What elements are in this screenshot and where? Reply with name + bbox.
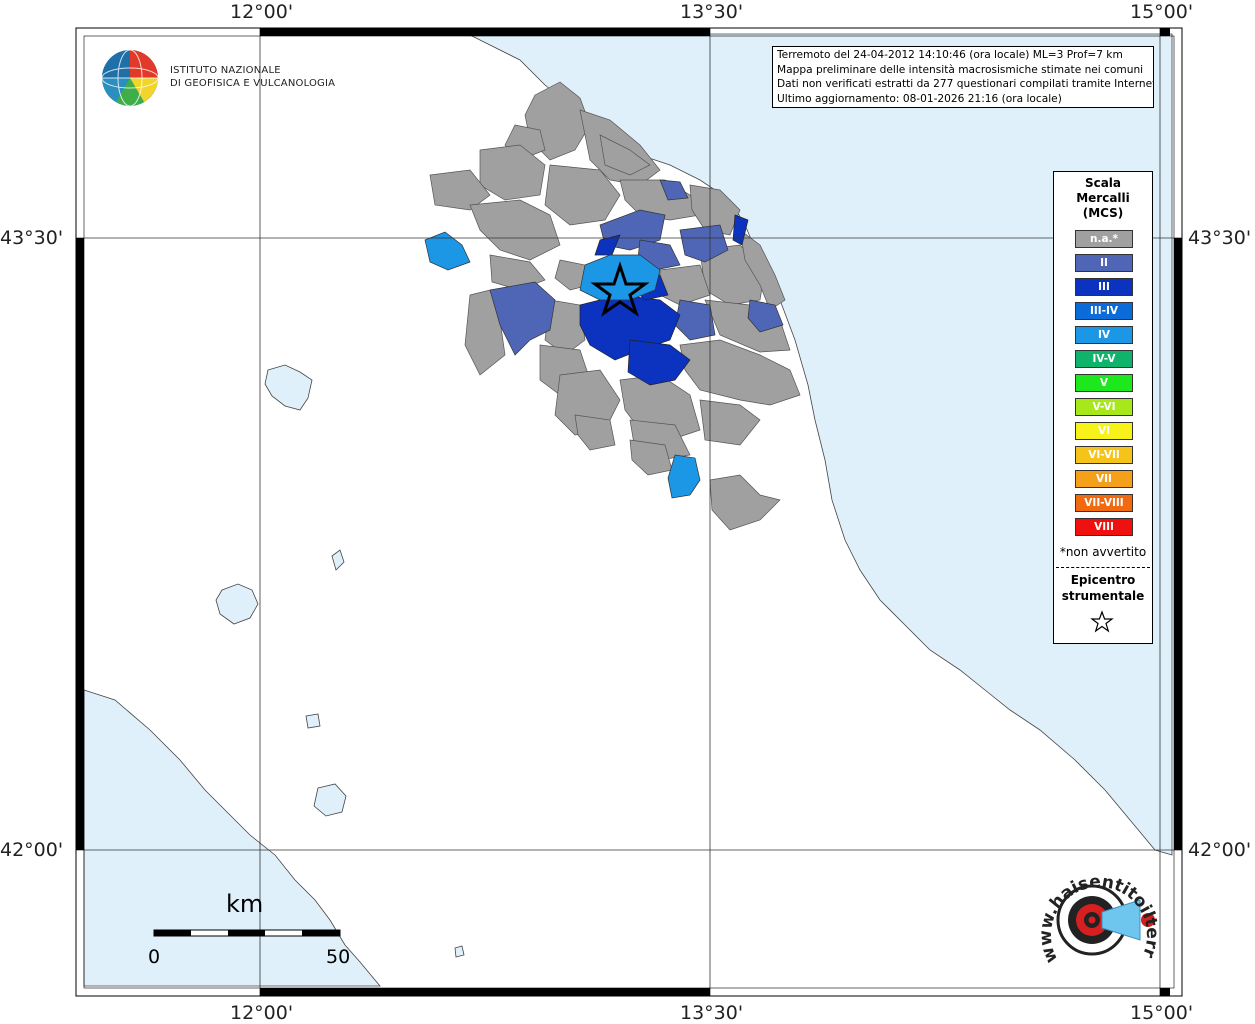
frame-border [76,28,1182,996]
right-lat-label-2: 42°00' [1188,839,1252,861]
lake-bolsena [215,583,259,625]
legend-item: VII-VIII [1075,494,1133,512]
bottom-lon-label-1: 12°00' [230,1002,294,1024]
legend-item: V-VI [1075,398,1133,416]
legend-item: VI [1075,422,1133,440]
lake-bracciano [313,783,347,817]
event-info-line1: Terremoto del 24-04-2012 14:10:46 (ora l… [777,49,1123,61]
legend-title-line1: Scala [1084,176,1122,190]
right-lat-label-1: 43°30' [1188,227,1252,249]
lake-small-1 [305,713,321,729]
epicenter-star [590,261,650,317]
legend-title-line2: Mercalli [1076,191,1130,205]
legend-item: VI-VII [1075,446,1133,464]
legend-item: VIII [1075,518,1133,536]
event-info-line2: Mappa preliminare delle intensità macros… [777,63,1144,76]
legend-item: IV [1075,326,1133,344]
legend-title-line3: (MCS) [1082,206,1124,220]
legend-epicenter-line2: strumentale [1061,589,1145,603]
legend-item: V [1075,374,1133,392]
lake-trasimeno [264,364,313,411]
scalebar-start: 0 [148,946,161,968]
legend-item: IV-V [1075,350,1133,368]
left-lat-label-2: 42°00' [0,839,64,861]
ingv-name: ISTITUTO NAZIONALE DI GEOFISICA E VULCAN… [170,64,335,90]
legend-epicenter-line1: Epicentro [1070,573,1136,587]
ingv-logo [101,49,159,107]
lake-small-3 [454,945,465,958]
legend-epicenter-label: Epicentro strumentale [1054,572,1152,604]
scalebar-end: 50 [326,946,351,968]
municipalities-na [429,81,801,531]
event-info-line3: Dati non verificati estratti da 277 ques… [777,78,1154,91]
legend-item: III-IV [1075,302,1133,320]
ingv-name-line2: DI GEOFISICA E VULCANOLOGIA [170,78,336,89]
legend-star-icon [1090,610,1114,633]
legend-note: *non avvertito [1059,545,1147,559]
legend-item: VII [1075,470,1133,488]
graticule [76,28,1182,996]
left-lat-label-1: 43°30' [0,227,64,249]
scalebar-unit: km [226,890,264,918]
legend-item: n.a.* [1075,230,1133,248]
top-lon-label-3: 15°00' [1130,1,1194,23]
top-lon-label-1: 12°00' [230,1,294,23]
haisentito-logo: www.haisentitoilterremoto.it [1030,860,1160,966]
event-info-line4: Ultimo aggiornamento: 08-01-2026 21:16 (… [777,92,1062,105]
scalebar [153,929,341,937]
ingv-name-line1: ISTITUTO NAZIONALE [170,65,281,76]
event-info-box: Terremoto del 24-04-2012 14:10:46 (ora l… [772,46,1154,108]
legend-separator [1056,567,1150,568]
tyrrhenian-sea [83,689,381,987]
legend-title: Scala Mercalli (MCS) [1054,176,1152,221]
legend-item: III [1075,278,1133,296]
legend-item: II [1075,254,1133,272]
bottom-lon-label-3: 15°00' [1130,1002,1194,1024]
municipalities-II [489,179,784,356]
top-lon-label-2: 13°30' [680,1,744,23]
bottom-lon-label-2: 13°30' [680,1002,744,1024]
lake-small-2 [331,549,345,571]
mcs-legend: Scala Mercalli (MCS) n.a.* II III III-IV IV I… [1053,171,1153,644]
